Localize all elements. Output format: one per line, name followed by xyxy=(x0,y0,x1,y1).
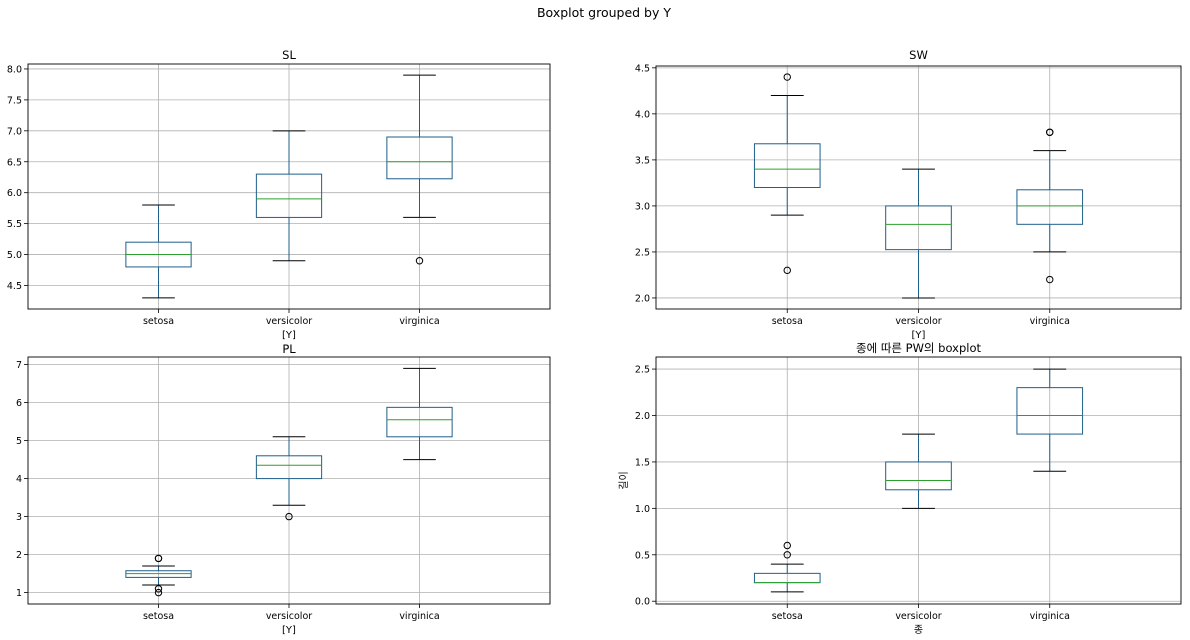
subplots: 4.5 5.0 5.5 6.0 6.5 7.0 7.5 8.0 setosa versicolor… xyxy=(7,48,1182,636)
y-tick-label: 7.5 xyxy=(7,95,22,106)
box-versicolor xyxy=(255,130,323,262)
x-tick-label: versicolor xyxy=(266,611,312,622)
box-versicolor xyxy=(885,433,952,509)
outlier-point xyxy=(154,585,163,593)
y-tick-label: 5.5 xyxy=(7,219,22,230)
box-iqr xyxy=(753,143,821,189)
subplot-2: 2.0 2.5 3.0 3.5 4.0 4.5 setosa versicolor virgin… xyxy=(635,48,1182,341)
outlier-point xyxy=(783,73,791,81)
subplot-3: 1 2 3 4 5 6 7 setosa versicolor virginica PL [Y] xyxy=(16,342,551,636)
subplot-title: SL xyxy=(282,48,296,62)
y-tick-label: 2 xyxy=(16,550,22,561)
y-tick-label: 3.0 xyxy=(635,201,650,212)
box-setosa xyxy=(753,73,821,275)
outlier-point xyxy=(1046,275,1054,284)
y-tick-label: 6.5 xyxy=(7,157,22,168)
x-tick-label: virginica xyxy=(399,316,439,327)
box-iqr xyxy=(1016,387,1084,435)
x-tick-label: virginica xyxy=(1030,316,1070,327)
y-tick-label: 2.5 xyxy=(635,247,650,258)
x-tick-label: versicolor xyxy=(266,316,312,327)
box-versicolor xyxy=(885,168,952,299)
y-tick-label: 4.5 xyxy=(7,281,22,292)
box-iqr xyxy=(1016,189,1084,225)
subplot-title: SW xyxy=(909,48,928,62)
y-tick-label: 5 xyxy=(16,436,22,447)
x-tick-label: virginica xyxy=(1030,611,1070,622)
outlier-point xyxy=(285,512,293,521)
y-tick-label: 7.0 xyxy=(7,126,22,137)
box-virginica xyxy=(1016,368,1084,472)
subplot-4: 0.0 0.5 1.0 1.5 2.0 2.5 setosa versicolor virgin… xyxy=(617,341,1182,636)
box-iqr xyxy=(885,461,952,491)
box-iqr xyxy=(885,205,952,251)
x-tick-label: setosa xyxy=(143,611,174,622)
subplot-title: PL xyxy=(282,342,296,356)
x-tick-label: virginica xyxy=(399,611,439,622)
x-axis-label: [Y] xyxy=(282,625,296,636)
subplot-1: 4.5 5.0 5.5 6.0 6.5 7.0 7.5 8.0 setosa versicolor… xyxy=(7,48,551,341)
y-tick-label: 0.5 xyxy=(635,550,650,561)
y-tick-label: 6.0 xyxy=(7,188,22,199)
box-iqr xyxy=(255,455,323,480)
x-axis-label: [Y] xyxy=(282,330,296,341)
y-axis-label: 길이 xyxy=(617,471,630,489)
x-tick-label: versicolor xyxy=(895,316,941,327)
outlier-point xyxy=(783,551,791,559)
box-virginica xyxy=(1016,128,1084,284)
y-tick-label: 4.0 xyxy=(635,109,650,120)
x-tick-label: setosa xyxy=(772,316,803,327)
outlier-point xyxy=(154,554,163,563)
y-tick-label: 5.0 xyxy=(7,250,22,261)
y-tick-label: 6 xyxy=(16,398,22,409)
y-tick-label: 3.5 xyxy=(635,155,650,166)
x-tick-label: versicolor xyxy=(895,611,941,622)
y-tick-label: 8.0 xyxy=(7,64,22,75)
box-iqr xyxy=(386,406,453,438)
box-setosa xyxy=(125,554,192,597)
x-tick-label: setosa xyxy=(772,611,803,622)
outlier-point xyxy=(783,541,791,550)
box-virginica xyxy=(386,74,453,265)
y-tick-label: 1.0 xyxy=(635,504,650,515)
figure-suptitle: Boxplot grouped by Y xyxy=(537,5,671,20)
outlier-point xyxy=(1046,128,1054,136)
x-axis-label: [Y] xyxy=(912,330,926,341)
outlier-point xyxy=(154,588,163,597)
y-tick-label: 4.5 xyxy=(635,63,650,74)
box-virginica xyxy=(386,367,453,461)
subplot-title: 종에 따른 PW의 boxplot xyxy=(856,341,981,355)
y-tick-label: 0.0 xyxy=(635,597,650,608)
y-tick-label: 4 xyxy=(16,474,22,485)
x-axis-label: 종 xyxy=(914,624,923,636)
x-tick-label: setosa xyxy=(143,316,174,327)
y-tick-label: 2.0 xyxy=(635,293,650,304)
box-setosa xyxy=(753,541,821,593)
y-tick-label: 1.5 xyxy=(635,457,650,468)
y-tick-label: 3 xyxy=(16,512,22,523)
outlier-point xyxy=(783,266,791,275)
box-iqr xyxy=(386,136,453,180)
y-tick-label: 2.5 xyxy=(635,365,650,376)
y-tick-label: 1 xyxy=(16,588,22,599)
outlier-point xyxy=(415,257,424,265)
y-tick-label: 2.0 xyxy=(635,411,650,422)
y-tick-label: 7 xyxy=(16,360,22,371)
box-versicolor xyxy=(255,436,323,521)
box-setosa xyxy=(125,204,192,299)
box-iqr xyxy=(255,173,323,218)
